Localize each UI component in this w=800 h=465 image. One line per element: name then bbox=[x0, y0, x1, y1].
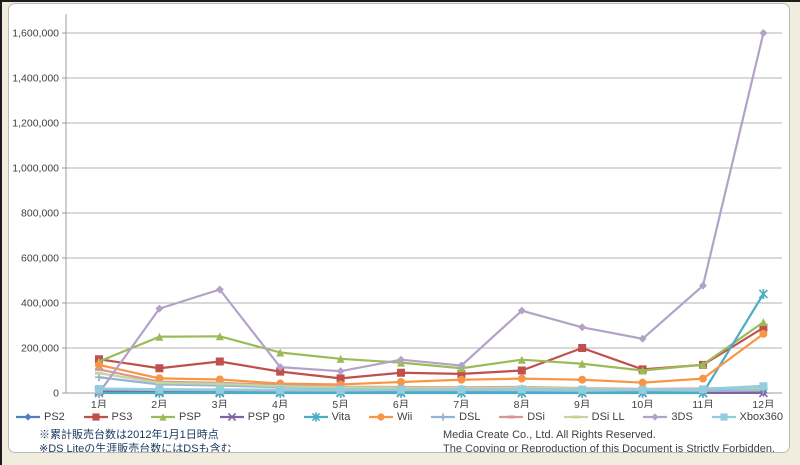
copyright-text: Media Create Co., Ltd. All Rights Reserv… bbox=[443, 428, 775, 453]
x-axis-tick-label: 3月 bbox=[212, 399, 228, 408]
x-axis-tick-label: 9月 bbox=[574, 399, 590, 408]
legend-item-vita: Vita bbox=[303, 410, 351, 423]
legend-item-ps2: PS2 bbox=[15, 411, 65, 423]
dash-marker-icon bbox=[499, 415, 524, 418]
x-marker-icon bbox=[219, 412, 244, 421]
legend-label: Vita bbox=[331, 410, 351, 423]
legend-label: Wii bbox=[397, 410, 413, 423]
y-axis-tick-label: 600,000 bbox=[21, 253, 59, 265]
legend-label: DSi LL bbox=[591, 410, 625, 423]
x-axis-tick-label: 6月 bbox=[393, 399, 409, 408]
y-axis-tick-label: 200,000 bbox=[21, 343, 59, 355]
chart-legend: PS2 PS3 PSP PSP go Vita Wii DSL DSi DSi LL 3DS Xbo… bbox=[15, 409, 783, 424]
legend-label: PSP go bbox=[247, 410, 285, 423]
axes: 1月 2月 3月 4月 5月 6月 7月 8月 9月 10月 11月 12月 bbox=[65, 14, 782, 411]
x-axis-tick-label: 4月 bbox=[272, 399, 288, 408]
legend-item-psp: PSP bbox=[150, 411, 201, 423]
legend-item-dsl: DSL bbox=[430, 411, 480, 423]
footnotes: ※累計販売台数は2012年1月1日時点 ※DS Liteの生涯販売台数にはDSも… bbox=[39, 428, 232, 453]
series-xbox360 bbox=[95, 382, 768, 395]
triangle-marker-icon bbox=[151, 412, 176, 421]
legend-label: DSi bbox=[527, 410, 545, 423]
x-axis-tick-label: 11月 bbox=[692, 399, 713, 408]
y-axis-tick-label: 800,000 bbox=[21, 208, 59, 220]
copyright-line-1: Media Create Co., Ltd. All Rights Reserv… bbox=[443, 429, 656, 441]
legend-item-xbox360: Xbox360 bbox=[711, 411, 783, 423]
legend-label: PS2 bbox=[44, 410, 65, 423]
x-axis-tick-label: 8月 bbox=[514, 399, 530, 408]
x-axis-tick-label: 12月 bbox=[752, 399, 774, 408]
legend-item-3ds: 3DS bbox=[642, 410, 693, 423]
x-axis-tick-label: 5月 bbox=[332, 399, 348, 408]
chart-footer: ※累計販売台数は2012年1月1日時点 ※DS Liteの生涯販売台数にはDSも… bbox=[9, 428, 789, 453]
y-axis-tick-label: 1,400,000 bbox=[12, 73, 59, 85]
diamond-marker-icon bbox=[643, 412, 668, 421]
legend-item-ps3: PS3 bbox=[83, 410, 133, 423]
asterisk-marker-icon bbox=[303, 411, 328, 422]
square-marker-icon bbox=[83, 412, 108, 421]
x-axis-tick-label: 7月 bbox=[453, 399, 469, 408]
x-axis-tick-label: 10月 bbox=[632, 399, 654, 408]
square-marker-icon bbox=[711, 412, 736, 421]
copyright-line-2: The Copying or Reproduction of this Docu… bbox=[443, 443, 775, 453]
circle-marker-icon bbox=[369, 412, 394, 421]
y-axis-tick-label: 1,200,000 bbox=[12, 118, 59, 130]
plus-marker-icon bbox=[431, 412, 456, 421]
series-ps3 bbox=[95, 323, 768, 383]
legend-item-dsi-ll: DSi LL bbox=[563, 411, 625, 423]
x-axis-tick-label: 2月 bbox=[151, 399, 167, 408]
y-axis-tick-label: 0 bbox=[53, 388, 59, 400]
gridlines: 0 200,000 400,000 600,000 800,000 1,000,000 1,… bbox=[12, 28, 782, 400]
series-psp bbox=[95, 318, 768, 375]
y-axis-tick-label: 1,000,000 bbox=[12, 163, 59, 175]
legend-label: Xbox360 bbox=[739, 410, 783, 423]
x-axis-tick-label: 1月 bbox=[91, 399, 107, 408]
sales-line-chart: 0 200,000 400,000 600,000 800,000 1,000,000 1,… bbox=[12, 14, 782, 411]
dash-marker-icon bbox=[563, 415, 588, 418]
legend-label: DSL bbox=[459, 410, 481, 423]
chart-panel: 0 200,000 400,000 600,000 800,000 1,000,000 1,… bbox=[8, 3, 790, 453]
footnote-cumulative: ※累計販売台数は2012年1月1日時点 bbox=[39, 429, 219, 441]
legend-label: 3DS bbox=[671, 410, 693, 423]
legend-item-dsi: DSi bbox=[498, 411, 545, 423]
y-axis-tick-label: 400,000 bbox=[21, 298, 59, 310]
diamond-marker-icon bbox=[16, 412, 40, 421]
series-wii bbox=[95, 329, 768, 389]
y-axis-tick-label: 1,600,000 bbox=[12, 28, 59, 40]
footnote-dslite: ※DS Liteの生涯販売台数にはDSも含む bbox=[39, 443, 232, 453]
legend-item-wii: Wii bbox=[368, 411, 412, 423]
legend-label: PS3 bbox=[111, 410, 133, 423]
legend-label: PSP bbox=[179, 410, 202, 423]
legend-item-psp-go: PSP go bbox=[219, 411, 285, 423]
